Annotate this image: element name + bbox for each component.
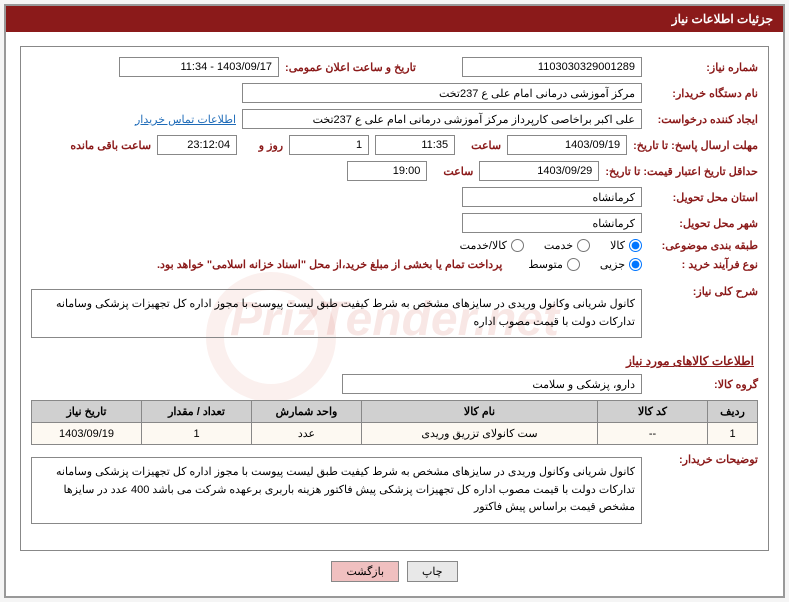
goods-info-title: اطلاعات کالاهای مورد نیاز <box>35 354 754 368</box>
days-count-field: 1 <box>289 135 369 155</box>
countdown-field: 23:12:04 <box>157 135 237 155</box>
main-frame: جزئیات اطلاعات نیاز PrizTender.net شماره… <box>4 4 785 598</box>
button-row: چاپ بازگشت <box>20 561 769 582</box>
goods-table: ردیف کد کالا نام کالا واحد شمارش تعداد /… <box>31 400 758 445</box>
th-unit: واحد شمارش <box>252 401 362 423</box>
purchase-type-label: نوع فرآیند خرید : <box>648 258 758 271</box>
table-row: 1 -- ست کانولای تزریق وریدی عدد 1 1403/0… <box>32 423 758 445</box>
days-word: روز و <box>243 139 283 152</box>
validity-label: حداقل تاریخ اعتبار قیمت: تا تاریخ: <box>605 165 758 178</box>
general-desc-label: شرح کلی نیاز: <box>648 285 758 298</box>
buyer-notes-box: کانول شریانی وکانول وریدی در سایزهای مشخ… <box>31 457 642 524</box>
need-no-label: شماره نیاز: <box>648 61 758 74</box>
radio-service-input[interactable] <box>577 239 590 252</box>
th-qty: تعداد / مقدار <box>142 401 252 423</box>
radio-partial[interactable]: جزیی <box>600 258 642 271</box>
buyer-notes-label: توضیحات خریدار: <box>648 453 758 466</box>
buyer-org-field: مرکز آموزشی درمانی امام علی ع 237تخت <box>242 83 642 103</box>
buyer-org-label: نام دستگاه خریدار: <box>648 87 758 100</box>
announce-label: تاریخ و ساعت اعلان عمومی: <box>285 61 416 74</box>
requester-label: ایجاد کننده درخواست: <box>648 113 758 126</box>
goods-group-field: دارو، پزشکی و سلامت <box>342 374 642 394</box>
radio-both[interactable]: کالا/خدمت <box>460 239 524 252</box>
print-button[interactable]: چاپ <box>407 561 458 582</box>
th-code: کد کالا <box>598 401 708 423</box>
payment-note: پرداخت تمام یا بخشی از مبلغ خرید،از محل … <box>157 258 502 271</box>
radio-service[interactable]: خدمت <box>544 239 590 252</box>
radio-medium[interactable]: متوسط <box>528 258 580 271</box>
class-label: طبقه بندی موضوعی: <box>648 239 758 252</box>
cell-code: -- <box>598 423 708 445</box>
radio-goods[interactable]: کالا <box>610 239 642 252</box>
time-word-2: ساعت <box>433 165 473 178</box>
city-label: شهر محل تحویل: <box>648 217 758 230</box>
cell-unit: عدد <box>252 423 362 445</box>
need-no-field: 1103030329001289 <box>462 57 642 77</box>
radio-partial-input[interactable] <box>629 258 642 271</box>
deadline-time-field: 11:35 <box>375 135 455 155</box>
province-label: استان محل تحویل: <box>648 191 758 204</box>
cell-date: 1403/09/19 <box>32 423 142 445</box>
radio-both-input[interactable] <box>511 239 524 252</box>
details-box: شماره نیاز: 1103030329001289 تاریخ و ساع… <box>20 46 769 551</box>
th-date: تاریخ نیاز <box>32 401 142 423</box>
general-desc-box: کانول شریانی وکانول وریدی در سایزهای مشخ… <box>31 289 642 338</box>
cell-name: ست کانولای تزریق وریدی <box>362 423 598 445</box>
cell-row: 1 <box>708 423 758 445</box>
th-name: نام کالا <box>362 401 598 423</box>
th-row: ردیف <box>708 401 758 423</box>
province-field: کرمانشاه <box>462 187 642 207</box>
cell-qty: 1 <box>142 423 252 445</box>
header-title: جزئیات اطلاعات نیاز <box>672 12 773 26</box>
purchase-radio-group: جزیی متوسط <box>528 258 642 271</box>
validity-time-field: 19:00 <box>347 161 427 181</box>
deadline-label: مهلت ارسال پاسخ: تا تاریخ: <box>633 139 758 152</box>
announce-field: 1403/09/17 - 11:34 <box>119 57 279 77</box>
remain-word: ساعت باقی مانده <box>70 139 151 152</box>
header-bar: جزئیات اطلاعات نیاز <box>6 6 783 32</box>
contact-link[interactable]: اطلاعات تماس خریدار <box>135 113 236 126</box>
back-button[interactable]: بازگشت <box>331 561 399 582</box>
deadline-date-field: 1403/09/19 <box>507 135 627 155</box>
goods-group-label: گروه کالا: <box>648 378 758 391</box>
radio-goods-input[interactable] <box>629 239 642 252</box>
requester-field: علی اکبر براخاصی کارپرداز مرکز آموزشی در… <box>242 109 642 129</box>
radio-medium-input[interactable] <box>567 258 580 271</box>
time-word-1: ساعت <box>461 139 501 152</box>
city-field: کرمانشاه <box>462 213 642 233</box>
class-radio-group: کالا خدمت کالا/خدمت <box>460 239 642 252</box>
validity-date-field: 1403/09/29 <box>479 161 599 181</box>
